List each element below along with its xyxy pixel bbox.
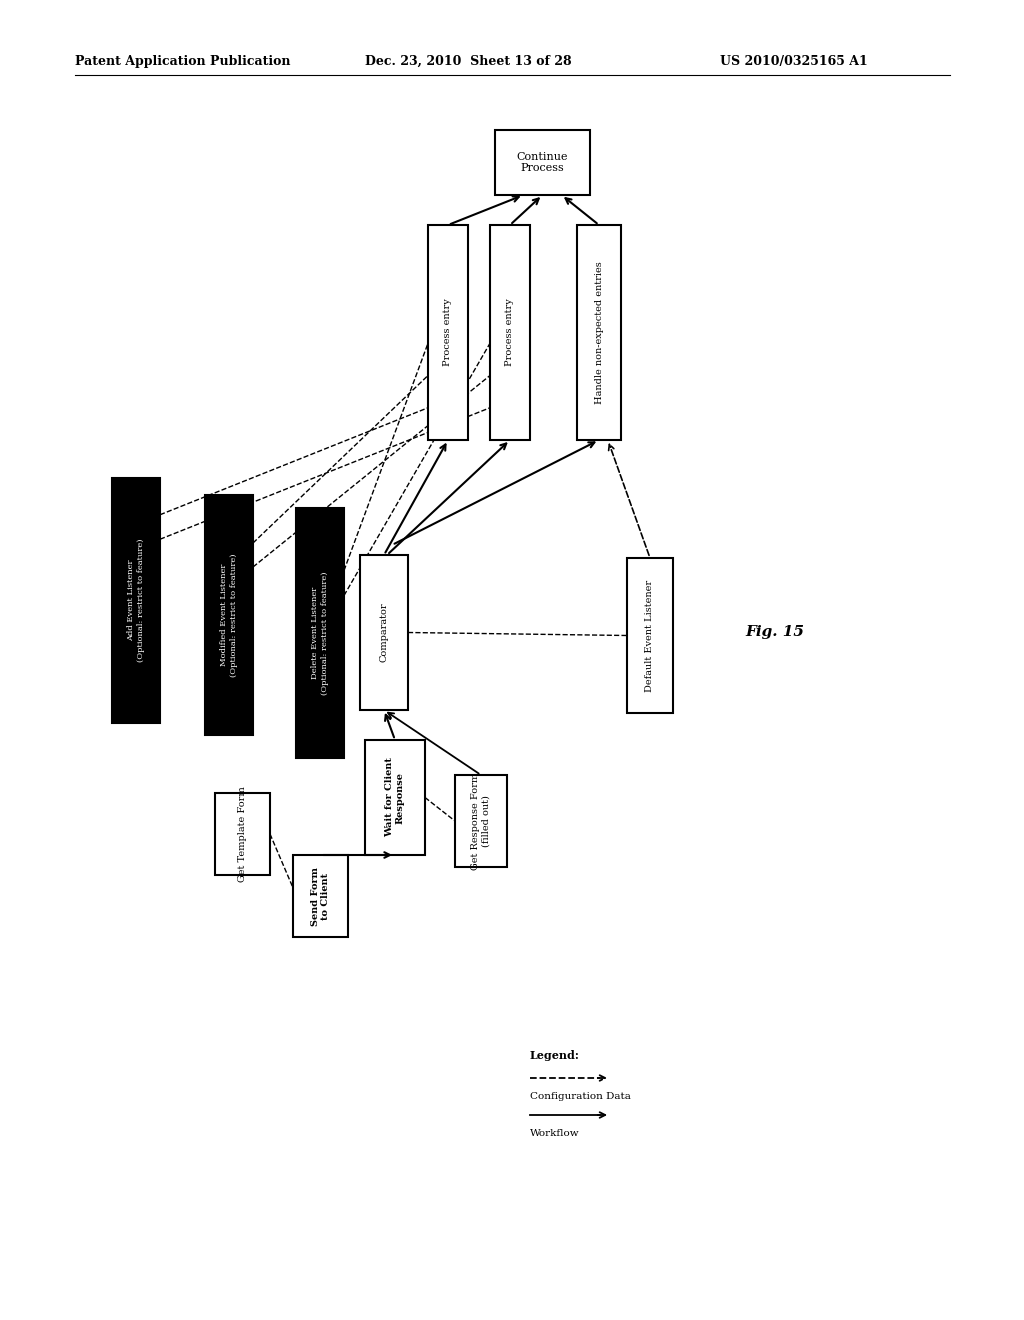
Text: Default Event Listener: Default Event Listener bbox=[645, 579, 654, 692]
Bar bbox=[490, 224, 530, 440]
Text: Add Event Listener
(Optional: restrict to feature): Add Event Listener (Optional: restrict t… bbox=[127, 539, 144, 663]
Text: Get Template Form: Get Template Form bbox=[238, 787, 247, 882]
Bar bbox=[296, 508, 344, 758]
Bar bbox=[215, 793, 270, 875]
Bar bbox=[293, 855, 348, 937]
Text: Delete Event Listener
(Optional: restrict to feature): Delete Event Listener (Optional: restric… bbox=[311, 572, 329, 694]
Bar bbox=[205, 495, 253, 735]
Text: Configuration Data: Configuration Data bbox=[530, 1092, 631, 1101]
Text: Continue
Process: Continue Process bbox=[517, 152, 568, 173]
Bar bbox=[455, 775, 507, 867]
Bar bbox=[495, 129, 590, 195]
Bar bbox=[365, 741, 425, 855]
Text: Legend:: Legend: bbox=[530, 1049, 580, 1061]
Bar bbox=[360, 554, 408, 710]
Text: Process entry: Process entry bbox=[443, 298, 453, 367]
Text: Fig. 15: Fig. 15 bbox=[745, 624, 804, 639]
Bar bbox=[577, 224, 621, 440]
Text: Handle non-expected entries: Handle non-expected entries bbox=[595, 261, 603, 404]
Text: Workflow: Workflow bbox=[530, 1129, 580, 1138]
Text: Wait for Client
Response: Wait for Client Response bbox=[385, 758, 404, 837]
Text: Process entry: Process entry bbox=[506, 298, 514, 367]
Bar bbox=[428, 224, 468, 440]
Text: US 2010/0325165 A1: US 2010/0325165 A1 bbox=[720, 55, 867, 69]
Bar bbox=[627, 558, 673, 713]
Text: Send Form
to Client: Send Form to Client bbox=[311, 866, 330, 925]
Text: Comparator: Comparator bbox=[380, 603, 388, 663]
Text: Dec. 23, 2010  Sheet 13 of 28: Dec. 23, 2010 Sheet 13 of 28 bbox=[365, 55, 571, 69]
Bar bbox=[112, 478, 160, 723]
Text: Modified Event Listener
(Optional: restrict to feature): Modified Event Listener (Optional: restr… bbox=[220, 553, 238, 677]
Text: Patent Application Publication: Patent Application Publication bbox=[75, 55, 291, 69]
Text: Get Response Form
(filled out): Get Response Form (filled out) bbox=[471, 772, 490, 870]
